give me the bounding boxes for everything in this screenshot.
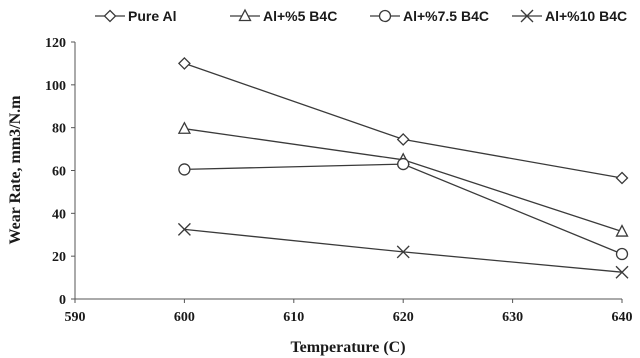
plot-series bbox=[177, 56, 629, 279]
y-tick-label: 80 bbox=[52, 122, 66, 137]
legend-marker bbox=[238, 8, 252, 22]
y-tick-label: 120 bbox=[45, 36, 66, 51]
y-tick-label: 100 bbox=[45, 79, 66, 94]
legend-item: Al+%5 B4C bbox=[230, 8, 337, 24]
legend-label: Al+%7.5 B4C bbox=[403, 8, 489, 24]
axes bbox=[74, 42, 622, 300]
legend-marker bbox=[378, 9, 392, 23]
series-al-10-b4c bbox=[177, 222, 629, 279]
data-point bbox=[396, 245, 410, 259]
series-al-7-5-b4c bbox=[178, 157, 629, 261]
legend-item: Al+%10 B4C bbox=[512, 8, 627, 24]
data-point bbox=[177, 222, 191, 236]
data-point bbox=[615, 224, 629, 237]
legend-label: Al+%5 B4C bbox=[263, 8, 337, 24]
y-tick-label: 0 bbox=[59, 293, 66, 308]
series-line bbox=[184, 228, 623, 273]
x-tick-label: 590 bbox=[65, 310, 86, 325]
data-point bbox=[178, 163, 191, 176]
legend-label: Pure Al bbox=[128, 8, 177, 24]
data-point bbox=[177, 56, 191, 70]
x-tick-label: 640 bbox=[612, 310, 633, 325]
data-point bbox=[396, 133, 410, 146]
x-tick-labels: 590 600 610 620 630 640 bbox=[65, 299, 633, 325]
x-tick-label: 620 bbox=[393, 310, 414, 325]
y-tick-labels: 0 20 40 60 80 100 120 bbox=[45, 36, 75, 308]
legend-item: Al+%7.5 B4C bbox=[370, 8, 489, 24]
series-pure-al bbox=[177, 56, 629, 185]
x-tick-label: 610 bbox=[283, 310, 304, 325]
data-point bbox=[615, 247, 629, 261]
legend-item: Pure Al bbox=[95, 8, 177, 24]
x-tick-label: 600 bbox=[174, 310, 195, 325]
legend-marker bbox=[103, 9, 117, 23]
y-tick-label: 60 bbox=[52, 165, 66, 180]
legend-marker bbox=[520, 9, 534, 23]
series-line bbox=[184, 163, 623, 255]
legend-label: Al+%10 B4C bbox=[545, 8, 627, 24]
x-axis-title: Temperature (C) bbox=[290, 339, 405, 356]
data-point bbox=[615, 265, 629, 279]
x-tick-label: 630 bbox=[502, 310, 523, 325]
y-tick-label: 20 bbox=[52, 250, 66, 265]
data-point bbox=[397, 157, 410, 171]
y-axis-title: Wear Rate, mm3/N.m bbox=[7, 95, 24, 245]
data-point bbox=[177, 121, 191, 134]
data-point bbox=[615, 171, 629, 185]
y-tick-label: 40 bbox=[52, 207, 66, 222]
legend: Pure Al Al+%5 B4C Al+%7.5 B4C Al+%10 B4C bbox=[95, 8, 627, 24]
